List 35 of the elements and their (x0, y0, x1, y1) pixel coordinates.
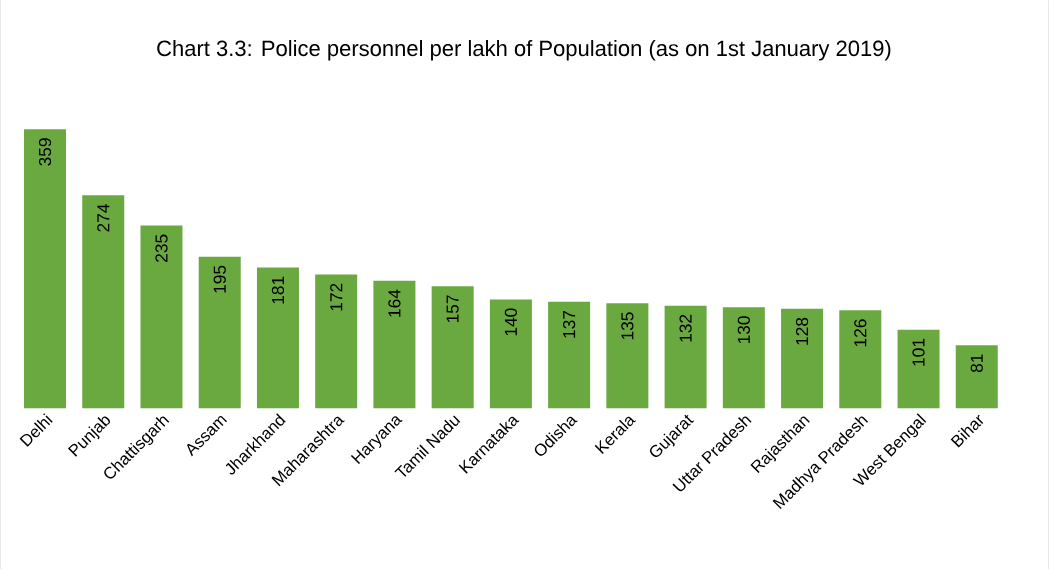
data-label: 130 (737, 316, 750, 344)
data-label: 128 (795, 318, 809, 345)
bar (606, 303, 649, 409)
data-label: 181 (271, 276, 285, 304)
bar (955, 345, 998, 409)
bar (315, 274, 358, 409)
data-label: 235 (155, 234, 168, 263)
bar (781, 309, 824, 409)
data-label: 274 (97, 204, 110, 232)
data-label: 132 (679, 315, 692, 342)
data-label: 172 (330, 283, 343, 311)
bar (24, 129, 67, 409)
bar (489, 299, 532, 409)
data-label: 164 (388, 289, 401, 317)
data-label: 126 (854, 319, 867, 347)
data-label: 81 (970, 354, 983, 373)
data-label: 195 (213, 265, 226, 293)
bar (722, 307, 765, 409)
chart-title: Chart 3.3: Police personnel per lakh of Population (as on 1st January 2019) (157, 40, 891, 61)
bar (897, 330, 940, 409)
bar (140, 225, 183, 409)
bar (373, 281, 416, 409)
data-label: 135 (621, 312, 634, 340)
bar (82, 195, 125, 409)
bar (431, 286, 474, 409)
bar (664, 305, 707, 409)
data-label: 157 (446, 295, 459, 323)
data-label: 140 (504, 308, 518, 336)
data-label: 101 (912, 339, 925, 366)
bar (198, 256, 241, 409)
data-label: 137 (562, 311, 576, 338)
data-label: 359 (38, 138, 52, 166)
bar (839, 310, 882, 409)
bar (548, 302, 591, 409)
bar (256, 267, 299, 409)
